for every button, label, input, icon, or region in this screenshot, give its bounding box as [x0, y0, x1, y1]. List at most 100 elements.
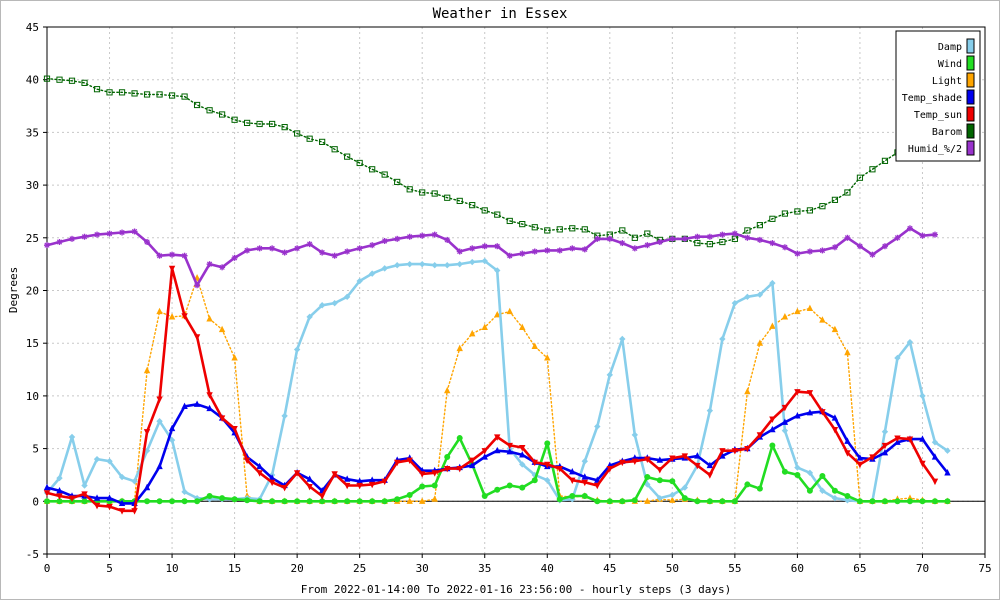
data-point-light	[644, 497, 651, 504]
data-point-wind	[706, 498, 713, 505]
data-point-barom	[619, 227, 626, 234]
data-point-humid-2	[469, 245, 476, 252]
data-point-humid-2	[544, 247, 551, 254]
legend-box	[895, 30, 981, 162]
data-point-temp-shade	[193, 400, 201, 407]
data-point-wind	[206, 493, 213, 500]
data-point-light	[168, 313, 176, 320]
data-point-wind	[581, 493, 588, 500]
data-point-temp-sun	[456, 466, 463, 473]
data-point-humid-2	[656, 239, 663, 246]
data-point-temp-shade	[356, 477, 363, 484]
data-point-damp	[343, 293, 351, 301]
marker-stroke	[569, 245, 575, 251]
data-point-damp	[819, 487, 826, 494]
data-point-wind	[219, 495, 226, 502]
data-point-temp-sun	[519, 444, 526, 452]
data-point-light	[218, 325, 226, 333]
data-point-wind	[719, 498, 726, 505]
data-point-damp	[181, 488, 188, 496]
data-point-humid-2	[719, 231, 726, 238]
data-point-wind	[44, 498, 50, 505]
x-tick-label: 75	[978, 562, 991, 575]
data-point-damp	[406, 260, 413, 268]
data-point-wind	[844, 493, 851, 500]
marker-stroke	[832, 244, 838, 250]
data-point-humid-2	[194, 282, 201, 289]
data-point-damp	[444, 262, 451, 269]
data-point-wind	[181, 498, 188, 505]
data-point-temp-shade	[506, 447, 513, 455]
marker-stroke	[482, 243, 488, 249]
data-point-barom	[344, 153, 351, 160]
data-point-barom	[481, 207, 488, 214]
data-point-temp-shade	[481, 453, 488, 460]
data-point-barom	[193, 101, 201, 109]
x-tick-label: 5	[106, 562, 113, 575]
data-point-humid-2	[831, 244, 838, 251]
x-tick-label: 55	[728, 562, 741, 575]
data-point-wind	[594, 498, 601, 505]
data-point-humid-2	[144, 239, 151, 246]
marker-stroke	[532, 248, 538, 255]
data-point-wind	[519, 484, 526, 491]
x-axis-label: From 2022-01-14:00 To 2022-01-16 23:56:0…	[301, 583, 731, 596]
data-point-temp-shade	[118, 499, 126, 507]
data-point-damp	[481, 257, 488, 265]
marker-stroke	[644, 242, 650, 248]
data-point-temp-sun	[368, 481, 376, 489]
data-point-barom	[806, 207, 814, 214]
data-point-wind	[306, 498, 313, 505]
marker-stroke	[369, 242, 375, 248]
data-point-temp-shade	[469, 461, 476, 469]
data-point-temp-shade	[569, 467, 576, 475]
marker-stroke	[444, 237, 450, 243]
data-point-temp-shade	[769, 425, 776, 433]
legend-label: Temp_shade	[902, 93, 962, 104]
data-point-barom	[143, 91, 151, 98]
marker-stroke	[582, 246, 588, 253]
data-point-temp-sun	[268, 479, 276, 487]
axis-ticks: 0 5 10 15 20 25 30 35 40 45 50 55 60 65 70 75 -5 0 5 10 15 20…	[26, 21, 992, 575]
marker-stroke	[744, 235, 750, 241]
y-tick-label: 25	[26, 232, 39, 245]
data-point-damp	[68, 433, 76, 441]
data-point-damp	[656, 494, 664, 502]
marker-stroke	[56, 239, 63, 245]
marker-stroke	[557, 247, 563, 254]
data-point-humid-2	[706, 233, 713, 240]
marker-stroke	[194, 282, 200, 288]
data-point-humid-2	[319, 249, 326, 256]
data-point-light	[231, 354, 238, 361]
data-point-wind	[356, 498, 363, 505]
data-point-temp-sun	[756, 432, 764, 439]
data-point-humid-2	[81, 233, 88, 240]
series-line-barom	[46, 77, 949, 245]
data-point-wind	[881, 498, 888, 505]
data-point-temp-shade	[881, 449, 889, 456]
marker-stroke	[907, 225, 913, 231]
legend-label: Light	[932, 76, 962, 87]
data-point-temp-shade	[519, 451, 526, 458]
data-point-wind	[819, 473, 826, 480]
data-point-wind	[906, 498, 913, 505]
marker-stroke	[407, 234, 413, 240]
data-point-temp-shade	[806, 408, 814, 416]
data-point-wind	[531, 477, 538, 484]
data-point-temp-shade	[831, 414, 839, 421]
data-point-wind	[944, 498, 951, 505]
data-point-humid-2	[881, 243, 888, 250]
data-point-humid-2	[344, 248, 351, 255]
data-point-wind	[56, 498, 63, 505]
data-point-damp	[56, 474, 63, 482]
data-point-damp	[669, 491, 676, 499]
data-point-temp-shade	[143, 483, 151, 491]
data-point-damp	[93, 455, 101, 463]
data-point-wind	[781, 468, 788, 475]
data-point-humid-2	[806, 248, 813, 255]
legend-swatch	[966, 106, 975, 122]
data-point-damp	[844, 497, 851, 504]
data-point-humid-2	[844, 234, 851, 241]
data-point-barom	[869, 166, 876, 173]
